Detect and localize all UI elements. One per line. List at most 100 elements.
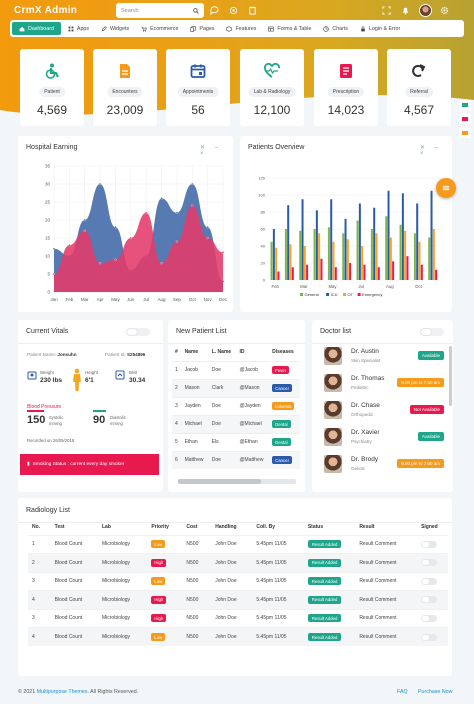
stat-card-encounters[interactable]: Encounters 23,009: [93, 49, 157, 126]
nav-item-pages[interactable]: Pages: [185, 22, 219, 35]
panel-controls[interactable]: ✕ – ×: [200, 145, 223, 157]
recorded-date: Recorded on 26/09/2018: [27, 438, 75, 443]
purchase-link[interactable]: Purchase Now: [418, 689, 453, 695]
panel-controls[interactable]: ✕ – ×: [420, 145, 443, 157]
doctor-avatar: [324, 455, 342, 473]
stat-value: 14,023: [327, 103, 365, 117]
table-row[interactable]: 6 Matthew Doe @Matthew Cancer: [172, 450, 300, 469]
signed-toggle[interactable]: [421, 633, 438, 641]
doctor-item[interactable]: Dr. Chase Orthopedic Not Available: [324, 400, 448, 422]
stat-card-prescription[interactable]: Prescription 14,023: [314, 49, 378, 126]
doctor-search-toggle[interactable]: [420, 328, 444, 336]
bar-icu: [344, 218, 347, 280]
doctor-item[interactable]: Dr. Brody Genral 9.00 pm to 7.00 am: [324, 454, 448, 476]
home-icon: [19, 26, 25, 31]
nav-item-apps[interactable]: Apps: [63, 22, 94, 35]
x-tick-label: Jul: [358, 284, 364, 289]
side-tab-2[interactable]: [459, 114, 471, 124]
nav-item-widgets[interactable]: Widgets: [96, 22, 134, 35]
patient-id: S254896: [126, 352, 146, 357]
nav-item-charts[interactable]: Charts: [318, 22, 353, 35]
row-number: 2: [172, 378, 182, 397]
table-row[interactable]: 3 Jayden Doe @Jayden Lukemia: [172, 396, 300, 415]
systolic-value: 150: [27, 414, 46, 426]
clipboard-icon[interactable]: [247, 5, 258, 16]
table-row[interactable]: 2 Blood Count Microbiology High N500 John Doe…: [28, 553, 448, 572]
company-link[interactable]: Multipurpose Themes: [36, 689, 88, 695]
result-comment-link[interactable]: Result Comment: [355, 608, 418, 628]
horizontal-scrollbar[interactable]: [178, 479, 296, 484]
doctor-specialty: Orthopedic: [351, 412, 374, 417]
test-name: Blood Count: [50, 553, 98, 572]
gear-icon[interactable]: [439, 5, 450, 16]
series-area-2: [54, 205, 223, 292]
stat-card-lab-radiology[interactable]: Lab & Radiology 12,100: [240, 49, 304, 126]
signed-toggle[interactable]: [421, 540, 438, 548]
stat-card-appointments[interactable]: Appointments 56: [166, 49, 230, 126]
result-comment-link[interactable]: Result Comment: [355, 590, 418, 609]
stat-card-patient[interactable]: Patient 4,569: [20, 49, 84, 126]
doctor-item[interactable]: Dr. Xavier Psychiatry Available: [324, 427, 448, 449]
bar-emergency: [392, 261, 395, 280]
bar-ot: [361, 246, 364, 280]
vitals-search-toggle[interactable]: [126, 328, 150, 336]
result-comment-link[interactable]: Result Comment: [355, 553, 418, 572]
doctor-item[interactable]: Dr. Austin Skin Specialist Available: [324, 346, 448, 368]
table-row[interactable]: 4 Blood Count Microbiology Low N500 John Doe 5…: [28, 627, 448, 646]
vertical-scrollbar[interactable]: [449, 346, 452, 406]
legend-swatch: [326, 293, 330, 296]
table-row[interactable]: 1 Jacob Doe @Jacob Fever: [172, 360, 300, 379]
fullscreen-icon[interactable]: [381, 5, 392, 16]
bar-icu: [287, 205, 290, 280]
nav-item-dashboard[interactable]: Dashboard: [12, 22, 61, 35]
signed-toggle[interactable]: [421, 559, 438, 567]
doctor-status-badge: Available: [417, 351, 444, 360]
cost: N500: [182, 534, 212, 554]
bar-icu: [301, 199, 304, 280]
table-row[interactable]: 5 Ethan Els @Ethan Dental: [172, 432, 300, 451]
table-row[interactable]: 4 Blood Count Microbiology High N500 John Doe…: [28, 590, 448, 609]
column-header: Lab: [101, 524, 111, 531]
faq-link[interactable]: FAQ: [397, 689, 408, 695]
signed-toggle[interactable]: [421, 596, 438, 604]
search-input[interactable]: Search: [116, 3, 204, 18]
data-point: [98, 182, 102, 186]
height-value: 6'1: [85, 377, 94, 384]
weight-icon: [27, 371, 37, 380]
lock-icon: [361, 25, 365, 31]
settings-icon[interactable]: [228, 5, 239, 16]
priority-badge: Low: [151, 577, 166, 586]
chat-icon[interactable]: [209, 5, 220, 16]
handling: John Doe: [211, 571, 253, 591]
bell-icon[interactable]: [400, 5, 411, 16]
result-comment-link[interactable]: Result Comment: [355, 534, 418, 554]
nav-item-ecommerce[interactable]: Ecommerce: [136, 22, 183, 35]
stat-card-referral[interactable]: Referral 4,567: [387, 49, 451, 126]
data-point: [52, 272, 56, 276]
nav-item-login-error[interactable]: Login & Error: [355, 22, 405, 35]
stat-label: Patient: [39, 87, 65, 97]
brand-logo[interactable]: CrmX Admin: [14, 5, 78, 16]
floating-action-button[interactable]: [436, 178, 456, 198]
signed-toggle[interactable]: [421, 614, 438, 622]
lab-name: Microbiology: [97, 627, 148, 646]
hospital-earning-chart: 0 5 10 15 20 25 30 35 Jan Feb Mar Apr May Jun Jul Aug Se…: [45, 164, 228, 303]
table-row[interactable]: 1 Blood Count Microbiology Low N500 John Doe 5…: [28, 534, 448, 554]
signed-toggle[interactable]: [421, 577, 438, 585]
table-row[interactable]: 2 Mason Clark @Mason Cancer: [172, 378, 300, 397]
y-tick-label: 80: [261, 210, 266, 215]
side-tab-1[interactable]: [459, 100, 471, 110]
result-comment-link[interactable]: Result Comment: [355, 571, 418, 591]
table-row[interactable]: 3 Blood Count Microbiology Low N500 John Doe 5…: [28, 571, 448, 591]
table-row[interactable]: 4 Michael Doe @Michael Dental: [172, 414, 300, 433]
nav-item-features[interactable]: Features: [221, 22, 261, 35]
nav-item-forms-table[interactable]: Forms & Table: [263, 22, 316, 35]
side-tab-3[interactable]: [459, 128, 471, 138]
y-tick-label: 20: [45, 218, 51, 223]
user-avatar[interactable]: [419, 4, 432, 17]
collected-by: 5.45pm 11/05: [252, 608, 304, 628]
doctor-item[interactable]: Dr. Thomas Pediatric 9.00 pm to 7.00 am: [324, 373, 448, 395]
table-row[interactable]: 3 Blood Count Microbiology High N500 John Doe…: [28, 608, 448, 628]
result-comment-link[interactable]: Result Comment: [355, 627, 418, 646]
patient-handle: @Michael: [236, 414, 270, 433]
